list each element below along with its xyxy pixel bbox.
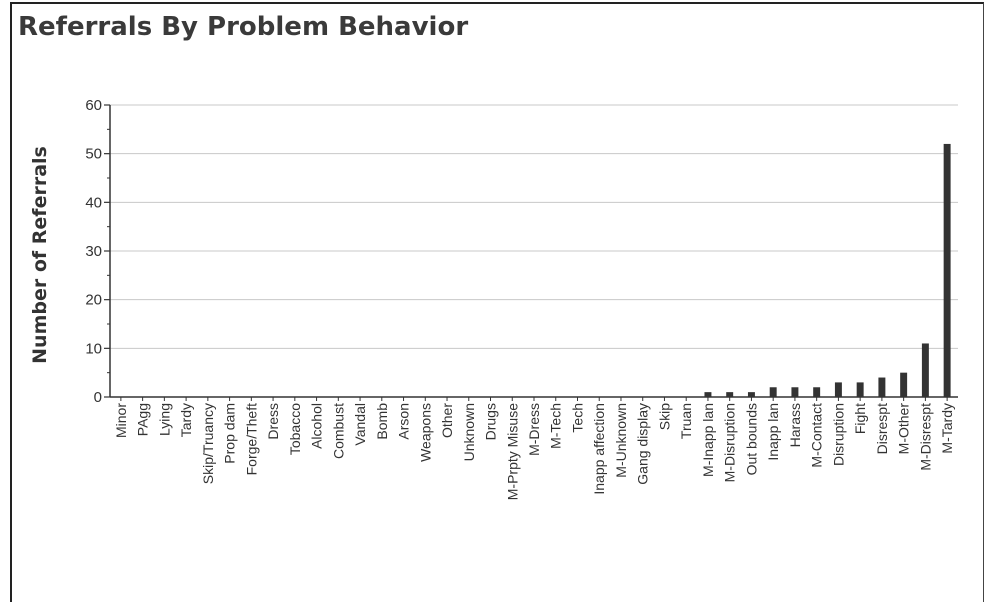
- x-tick-label: Harass: [787, 403, 803, 447]
- y-tick-label: 0: [94, 389, 102, 406]
- bar: [856, 382, 864, 397]
- x-tick-label: Lying: [156, 403, 172, 436]
- x-tick-label: Bomb: [374, 403, 390, 440]
- x-tick-label: M-Disrespt: [917, 403, 933, 471]
- bar: [769, 387, 777, 397]
- y-tick-label: 60: [85, 97, 102, 114]
- x-tick-label: M-Prpty Misuse: [504, 403, 520, 500]
- y-tick-label: 20: [85, 292, 102, 309]
- bar: [900, 372, 908, 397]
- x-tick-label: Truan: [678, 403, 694, 439]
- x-tick-label: M-Unknown: [613, 403, 629, 478]
- x-tick-label: PAgg: [135, 403, 151, 436]
- x-tick-label: Prop dam: [222, 403, 238, 464]
- x-tick-label: Minor: [113, 403, 129, 438]
- x-tick-label: Gang display: [635, 403, 651, 485]
- y-tick-label: 10: [85, 340, 102, 357]
- bar: [726, 392, 734, 397]
- x-tick-label: Weapons: [417, 403, 433, 462]
- x-tick-label: Combust: [330, 403, 346, 459]
- category-labels: Minor PAgg Lying Tardy Skip/Truancy Prop dam F…: [113, 403, 955, 501]
- x-tick-label: M-Inapp lan: [700, 403, 716, 477]
- x-tick-label: M-Other: [896, 403, 912, 455]
- bar: [813, 387, 821, 397]
- chart-title: Referrals By Problem Behavior: [18, 12, 469, 42]
- x-tick-label: Skip/Truancy: [200, 403, 216, 484]
- gridlines: [110, 104, 958, 349]
- y-tick-label: 40: [85, 194, 102, 211]
- x-tick-label: Vandal: [352, 403, 368, 446]
- x-tick-label: Disrespt: [874, 403, 890, 454]
- x-tick-label: M-Tech: [548, 403, 564, 449]
- bar: [704, 392, 712, 397]
- x-tick-label: Tardy: [178, 403, 194, 437]
- x-tick-label: Alcohol: [309, 403, 325, 449]
- x-tick-label: Tech: [569, 403, 585, 433]
- y-tick-label: 30: [85, 243, 102, 260]
- x-tick-label: M-Contact: [809, 403, 825, 468]
- bar: [834, 382, 842, 397]
- x-tick-label: Inapp affection: [591, 403, 607, 495]
- y-tick-label: 50: [85, 146, 102, 163]
- bars: [704, 143, 951, 397]
- x-tick-label: Dress: [265, 403, 281, 440]
- y-axis-label: Number of Referrals: [29, 146, 51, 364]
- x-tick-label: M-Tardy: [939, 403, 955, 454]
- x-tick-label: Other: [439, 403, 455, 438]
- x-tick-label: Tobacco: [287, 403, 303, 455]
- x-tick-label: Fight: [852, 403, 868, 434]
- bar: [943, 143, 951, 397]
- x-tick-label: Arson: [396, 403, 412, 440]
- x-tick-label: Drugs: [483, 403, 499, 440]
- x-tick-label: M-Disruption: [722, 403, 738, 482]
- bar: [878, 377, 886, 397]
- x-tick-label: Skip: [656, 403, 672, 430]
- x-tick-label: Forge/Theft: [243, 403, 259, 475]
- bar: [791, 387, 799, 397]
- bar: [921, 343, 929, 397]
- chart-frame: [10, 2, 984, 602]
- bar: [747, 392, 755, 397]
- x-tick-label: Disruption: [830, 403, 846, 466]
- x-tick-label: Out bounds: [743, 403, 759, 475]
- x-tick-label: Unknown: [461, 403, 477, 461]
- x-tick-label: Inapp lan: [765, 403, 781, 461]
- x-tick-label: M-Dress: [526, 403, 542, 456]
